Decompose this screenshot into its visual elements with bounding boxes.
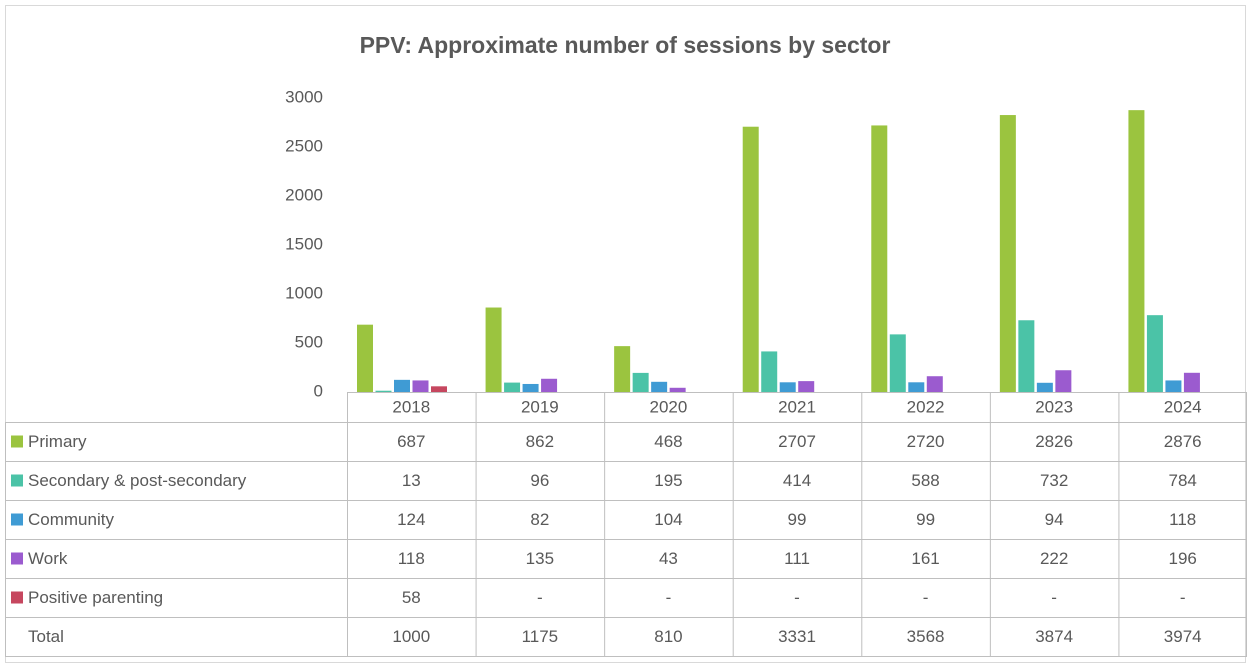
table-cell: - — [1180, 588, 1186, 607]
legend-label: Work — [28, 549, 68, 568]
bar — [1018, 320, 1035, 392]
table-cell: - — [794, 588, 800, 607]
table-cell: 161 — [911, 549, 939, 568]
bar — [614, 346, 631, 392]
x-tick-label: 2019 — [521, 397, 559, 416]
bar — [1146, 315, 1163, 392]
bar — [742, 126, 759, 393]
table-cell: 2720 — [907, 432, 945, 451]
chart-border — [5, 5, 1246, 663]
table-cell: 99 — [788, 510, 807, 529]
table-cell: 118 — [1169, 510, 1196, 529]
chart-title: PPV: Approximate number of sessions by s… — [360, 32, 891, 58]
total-label: Total — [28, 627, 64, 646]
table-cell: 1175 — [522, 627, 559, 646]
table-cell: 2876 — [1164, 432, 1202, 451]
table-cell: 784 — [1169, 471, 1197, 490]
table-cell: - — [923, 588, 929, 607]
legend-label: Community — [28, 510, 114, 529]
table-cell: 1000 — [392, 627, 430, 646]
bar — [1183, 372, 1200, 392]
table-cell: 687 — [397, 432, 425, 451]
bar — [926, 376, 943, 392]
x-tick-label: 2023 — [1035, 397, 1073, 416]
legend-swatch — [11, 591, 23, 604]
table-cell: 2707 — [778, 432, 816, 451]
bar — [541, 378, 558, 392]
x-tick-label: 2021 — [778, 397, 816, 416]
y-tick-label: 1000 — [285, 283, 323, 302]
table-cell: 111 — [784, 549, 810, 568]
bar — [375, 390, 392, 392]
table-cell: 118 — [398, 549, 425, 568]
table-cell: 58 — [402, 588, 421, 607]
bar — [1165, 380, 1182, 392]
table-cell: 3874 — [1035, 627, 1073, 646]
table-cell: 222 — [1040, 549, 1068, 568]
legend-label: Secondary & post-secondary — [28, 471, 247, 490]
y-tick-label: 1500 — [285, 234, 323, 253]
bar — [394, 379, 410, 392]
y-tick-label: 3000 — [285, 87, 323, 106]
table-cell: 82 — [530, 510, 549, 529]
bar — [761, 351, 778, 392]
bar — [871, 125, 888, 392]
table-cell: 588 — [911, 471, 939, 490]
x-tick-label: 2022 — [907, 397, 945, 416]
bar — [1128, 110, 1145, 392]
x-tick-label: 2024 — [1164, 397, 1202, 416]
table-cell: 3568 — [907, 627, 945, 646]
bar — [1036, 382, 1053, 392]
table-cell: 104 — [654, 510, 682, 529]
legend-swatch — [11, 474, 23, 487]
bar — [889, 334, 906, 392]
legend-swatch — [11, 435, 23, 448]
legend-swatch — [11, 513, 23, 526]
bar — [798, 381, 815, 392]
bar — [1055, 370, 1072, 392]
legend-swatch — [11, 552, 23, 565]
table-cell: 13 — [402, 471, 421, 490]
table-cell: 862 — [526, 432, 554, 451]
table-cell: 135 — [526, 549, 554, 568]
table-cell: 414 — [783, 471, 811, 490]
table-cell: 99 — [916, 510, 935, 529]
table-cell: 732 — [1040, 471, 1068, 490]
table-cell: - — [1051, 588, 1057, 607]
x-tick-label: 2018 — [392, 397, 430, 416]
bar — [504, 382, 521, 392]
table-cell: 2826 — [1035, 432, 1073, 451]
table-cell: 195 — [654, 471, 682, 490]
bar — [412, 380, 429, 392]
bar — [669, 387, 686, 392]
y-tick-label: 2500 — [285, 136, 323, 155]
bar — [485, 307, 502, 392]
table-cell: - — [666, 588, 672, 607]
bar — [779, 382, 796, 392]
bar — [357, 324, 373, 392]
bar — [908, 382, 925, 392]
table-cell: 96 — [530, 471, 549, 490]
y-tick-label: 2000 — [285, 185, 323, 204]
bar — [522, 383, 539, 392]
y-tick-label: 0 — [314, 381, 323, 400]
bar — [431, 386, 447, 392]
legend-label: Positive parenting — [28, 588, 163, 607]
bar — [999, 115, 1016, 392]
table-cell: 124 — [397, 510, 425, 529]
x-tick-label: 2020 — [650, 397, 688, 416]
table-cell: 468 — [654, 432, 682, 451]
table-cell: 3331 — [778, 627, 816, 646]
table-cell: - — [537, 588, 543, 607]
legend-label: Primary — [28, 432, 87, 451]
table-cell: 196 — [1169, 549, 1197, 568]
table-cell: 810 — [654, 627, 682, 646]
bar — [651, 381, 668, 392]
table-cell: 43 — [659, 549, 678, 568]
y-tick-label: 500 — [295, 332, 323, 351]
table-cell: 94 — [1045, 510, 1064, 529]
bar — [632, 372, 649, 392]
table-cell: 3974 — [1164, 627, 1202, 646]
